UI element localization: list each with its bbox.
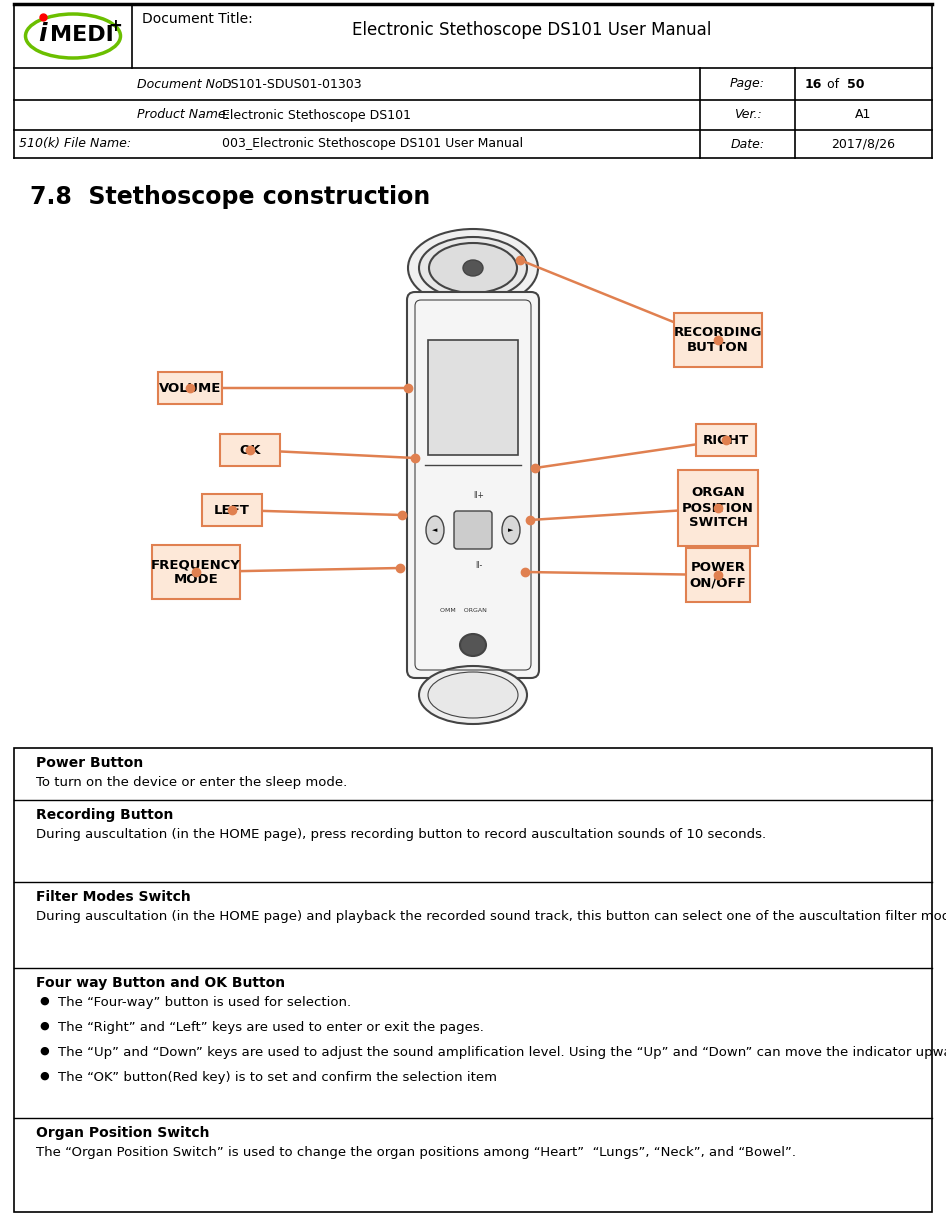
Text: ORGAN
POSITION
SWITCH: ORGAN POSITION SWITCH bbox=[682, 486, 754, 529]
Ellipse shape bbox=[419, 666, 527, 723]
Bar bbox=[14, 748, 932, 1212]
Text: During auscultation (in the HOME page) and playback the recorded sound track, th: During auscultation (in the HOME page) a… bbox=[36, 910, 946, 923]
Text: To turn on the device or enter the sleep mode.: To turn on the device or enter the sleep… bbox=[36, 776, 347, 789]
Ellipse shape bbox=[428, 672, 518, 719]
FancyBboxPatch shape bbox=[407, 292, 539, 678]
Text: of: of bbox=[823, 77, 843, 90]
Text: +: + bbox=[108, 17, 122, 35]
Text: 2017/8/26: 2017/8/26 bbox=[832, 138, 896, 150]
Text: II+: II+ bbox=[474, 490, 484, 500]
Ellipse shape bbox=[502, 516, 520, 544]
FancyBboxPatch shape bbox=[202, 494, 262, 525]
FancyBboxPatch shape bbox=[220, 434, 280, 466]
Text: 16: 16 bbox=[805, 77, 822, 90]
Text: OMM    ORGAN: OMM ORGAN bbox=[440, 607, 486, 612]
Text: ●: ● bbox=[39, 1046, 49, 1056]
Ellipse shape bbox=[419, 237, 527, 299]
Text: The “Four-way” button is used for selection.: The “Four-way” button is used for select… bbox=[58, 996, 351, 1009]
Text: 510(k) File Name:: 510(k) File Name: bbox=[19, 138, 131, 150]
Text: LEFT: LEFT bbox=[214, 503, 250, 517]
Text: MEDI: MEDI bbox=[50, 24, 114, 45]
Text: ►: ► bbox=[508, 527, 514, 533]
FancyBboxPatch shape bbox=[674, 313, 762, 367]
Text: Power Button: Power Button bbox=[36, 756, 143, 770]
Text: The “OK” button(Red key) is to set and confirm the selection item: The “OK” button(Red key) is to set and c… bbox=[58, 1070, 497, 1084]
Text: Electronic Stethoscope DS101 User Manual: Electronic Stethoscope DS101 User Manual bbox=[352, 21, 711, 39]
Text: FREQUENCY
MODE: FREQUENCY MODE bbox=[151, 558, 241, 587]
Text: 7.8  Stethoscope construction: 7.8 Stethoscope construction bbox=[30, 185, 430, 209]
Text: A1: A1 bbox=[855, 109, 871, 121]
Text: The “Organ Position Switch” is used to change the organ positions among “Heart” : The “Organ Position Switch” is used to c… bbox=[36, 1146, 796, 1158]
FancyBboxPatch shape bbox=[696, 424, 756, 456]
Text: Ver.:: Ver.: bbox=[734, 109, 762, 121]
Text: Organ Position Switch: Organ Position Switch bbox=[36, 1125, 209, 1140]
Text: Recording Button: Recording Button bbox=[36, 808, 173, 822]
Bar bbox=[428, 340, 518, 455]
Text: ●: ● bbox=[39, 1070, 49, 1081]
Text: i: i bbox=[39, 22, 47, 46]
Text: Filter Modes Switch: Filter Modes Switch bbox=[36, 890, 191, 904]
Text: During auscultation (in the HOME page), press recording button to record auscult: During auscultation (in the HOME page), … bbox=[36, 829, 766, 841]
Text: Document No.:: Document No.: bbox=[137, 77, 231, 90]
Ellipse shape bbox=[460, 634, 486, 656]
Text: RECORDING
BUTTON: RECORDING BUTTON bbox=[674, 326, 762, 354]
Text: ◄: ◄ bbox=[432, 527, 438, 533]
Text: Page:: Page: bbox=[730, 77, 765, 90]
Text: Date:: Date: bbox=[730, 138, 764, 150]
FancyBboxPatch shape bbox=[152, 545, 240, 599]
Text: The “Right” and “Left” keys are used to enter or exit the pages.: The “Right” and “Left” keys are used to … bbox=[58, 1022, 483, 1034]
Text: 003_Electronic Stethoscope DS101 User Manual: 003_Electronic Stethoscope DS101 User Ma… bbox=[222, 138, 523, 150]
Ellipse shape bbox=[463, 260, 483, 276]
Text: DS101-SDUS01-01303: DS101-SDUS01-01303 bbox=[222, 77, 362, 90]
Ellipse shape bbox=[426, 516, 444, 544]
Text: ●: ● bbox=[39, 996, 49, 1006]
Text: VOLUME: VOLUME bbox=[159, 381, 221, 395]
Text: Document Title:: Document Title: bbox=[142, 12, 253, 26]
Text: 50: 50 bbox=[847, 77, 865, 90]
FancyBboxPatch shape bbox=[454, 511, 492, 549]
Text: Four way Button and OK Button: Four way Button and OK Button bbox=[36, 976, 285, 990]
Text: ●: ● bbox=[39, 1022, 49, 1031]
Text: RIGHT: RIGHT bbox=[703, 434, 749, 446]
Text: The “Up” and “Down” keys are used to adjust the sound amplification level. Using: The “Up” and “Down” keys are used to adj… bbox=[58, 1046, 946, 1059]
Text: II-: II- bbox=[476, 561, 482, 569]
Ellipse shape bbox=[429, 243, 517, 293]
Text: Electronic Stethoscope DS101: Electronic Stethoscope DS101 bbox=[222, 109, 411, 121]
Ellipse shape bbox=[408, 229, 538, 307]
Text: Product Name:: Product Name: bbox=[137, 109, 230, 121]
FancyBboxPatch shape bbox=[158, 371, 222, 404]
Text: OK: OK bbox=[239, 444, 261, 457]
FancyBboxPatch shape bbox=[686, 547, 750, 602]
FancyBboxPatch shape bbox=[678, 470, 758, 546]
Text: POWER
ON/OFF: POWER ON/OFF bbox=[690, 561, 746, 589]
